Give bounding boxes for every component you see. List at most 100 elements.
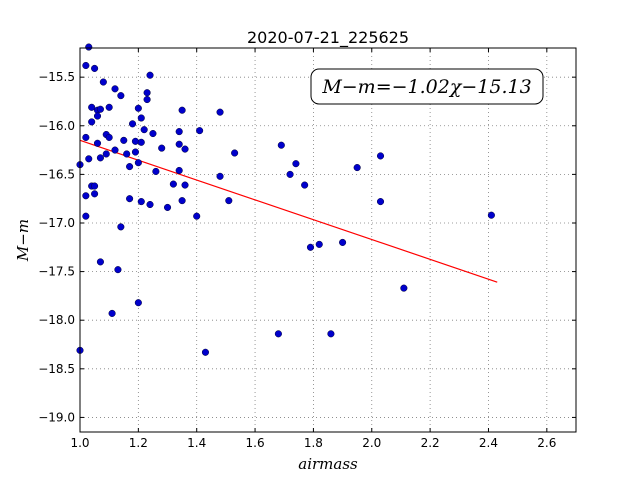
data-point <box>231 149 239 157</box>
data-point <box>93 112 102 120</box>
data-point <box>327 330 335 338</box>
data-point <box>216 108 224 116</box>
data-point <box>163 203 172 211</box>
data-point <box>169 180 177 188</box>
x-axis-title: airmass <box>298 455 358 473</box>
data-point <box>292 160 300 168</box>
data-point <box>102 150 110 158</box>
data-point <box>111 85 119 93</box>
data-point <box>175 166 183 175</box>
data-point <box>178 197 186 205</box>
data-point <box>301 181 309 189</box>
data-point <box>225 197 233 205</box>
data-points <box>76 43 495 356</box>
data-point <box>137 114 145 122</box>
data-point <box>376 198 385 206</box>
data-point <box>158 144 166 152</box>
data-point <box>201 348 210 356</box>
fit-line-group <box>79 139 498 283</box>
data-point <box>353 164 361 172</box>
equation-annotation: M−m=−1.02χ−15.13 <box>310 68 544 105</box>
data-point <box>82 212 90 220</box>
x-tick-label: 1.4 <box>187 436 206 450</box>
data-point <box>105 133 113 141</box>
data-point <box>137 138 145 146</box>
annotation-text: M−m=−1.02χ−15.13 <box>321 76 531 98</box>
data-point <box>120 136 128 144</box>
data-point <box>193 212 201 220</box>
data-point <box>137 198 145 206</box>
fit-line <box>79 139 498 283</box>
x-tick-label: 2.6 <box>537 436 556 450</box>
axis-ticks: 1.0 1.2 1.4 1.6 1.8 2.0 2.2 2.4 2.6 −15.5 −16.0 −16… <box>38 48 576 450</box>
data-point <box>196 127 204 135</box>
x-tick-label: 1.0 <box>70 436 89 450</box>
data-point <box>126 195 134 203</box>
data-point <box>126 163 134 171</box>
data-point <box>149 129 157 138</box>
data-point <box>82 133 90 141</box>
data-point <box>178 106 186 114</box>
data-point <box>181 145 189 153</box>
annotation-box <box>310 68 544 105</box>
data-point <box>108 309 116 317</box>
plot-area <box>80 48 576 432</box>
data-point <box>181 181 189 189</box>
data-point <box>134 299 142 307</box>
y-tick-label: −18.0 <box>38 313 75 327</box>
data-point <box>277 141 285 149</box>
data-point <box>131 137 139 145</box>
data-point <box>286 170 294 178</box>
data-point <box>146 200 154 209</box>
data-point <box>487 211 495 219</box>
data-point <box>105 103 113 111</box>
data-point <box>315 240 323 248</box>
data-point <box>143 89 151 97</box>
data-point <box>111 146 119 154</box>
data-point <box>175 140 183 148</box>
data-point <box>117 92 125 100</box>
y-tick-label: −16.0 <box>38 119 75 133</box>
data-point <box>91 190 99 198</box>
data-point <box>175 128 183 136</box>
data-point <box>146 71 154 79</box>
data-point <box>96 258 104 266</box>
data-point <box>85 155 93 163</box>
data-point <box>306 243 315 251</box>
data-point <box>96 105 104 113</box>
x-tick-label: 2.0 <box>362 436 381 450</box>
x-tick-label: 1.6 <box>246 436 265 450</box>
y-tick-label: −17.5 <box>38 265 75 279</box>
data-point <box>400 284 408 292</box>
y-tick-label: −15.5 <box>38 70 75 84</box>
x-tick-label: 1.2 <box>129 436 148 450</box>
data-point <box>99 78 107 86</box>
data-point <box>274 330 282 338</box>
x-tick-label: 2.4 <box>479 436 498 450</box>
data-point <box>339 238 347 246</box>
data-point <box>134 104 142 112</box>
data-point <box>93 139 102 147</box>
data-point <box>140 126 148 134</box>
data-point <box>85 43 93 51</box>
y-tick-label: −19.0 <box>38 410 75 424</box>
data-point <box>152 167 160 176</box>
data-point <box>123 150 131 158</box>
data-point <box>88 103 96 111</box>
data-point <box>376 152 385 160</box>
y-axis-title: M−m <box>14 219 32 262</box>
chart-title: 2020-07-21_225625 <box>247 28 409 48</box>
data-point <box>117 223 125 231</box>
data-point <box>88 118 96 126</box>
y-tick-label: −17.0 <box>38 216 75 230</box>
plot-frame <box>79 47 577 433</box>
data-point <box>82 61 90 70</box>
data-point <box>131 148 139 156</box>
data-point <box>82 192 90 200</box>
data-point <box>114 266 122 274</box>
data-point <box>143 95 151 104</box>
data-point <box>128 120 137 128</box>
data-point <box>216 172 224 180</box>
y-tick-label: −18.5 <box>38 362 75 376</box>
